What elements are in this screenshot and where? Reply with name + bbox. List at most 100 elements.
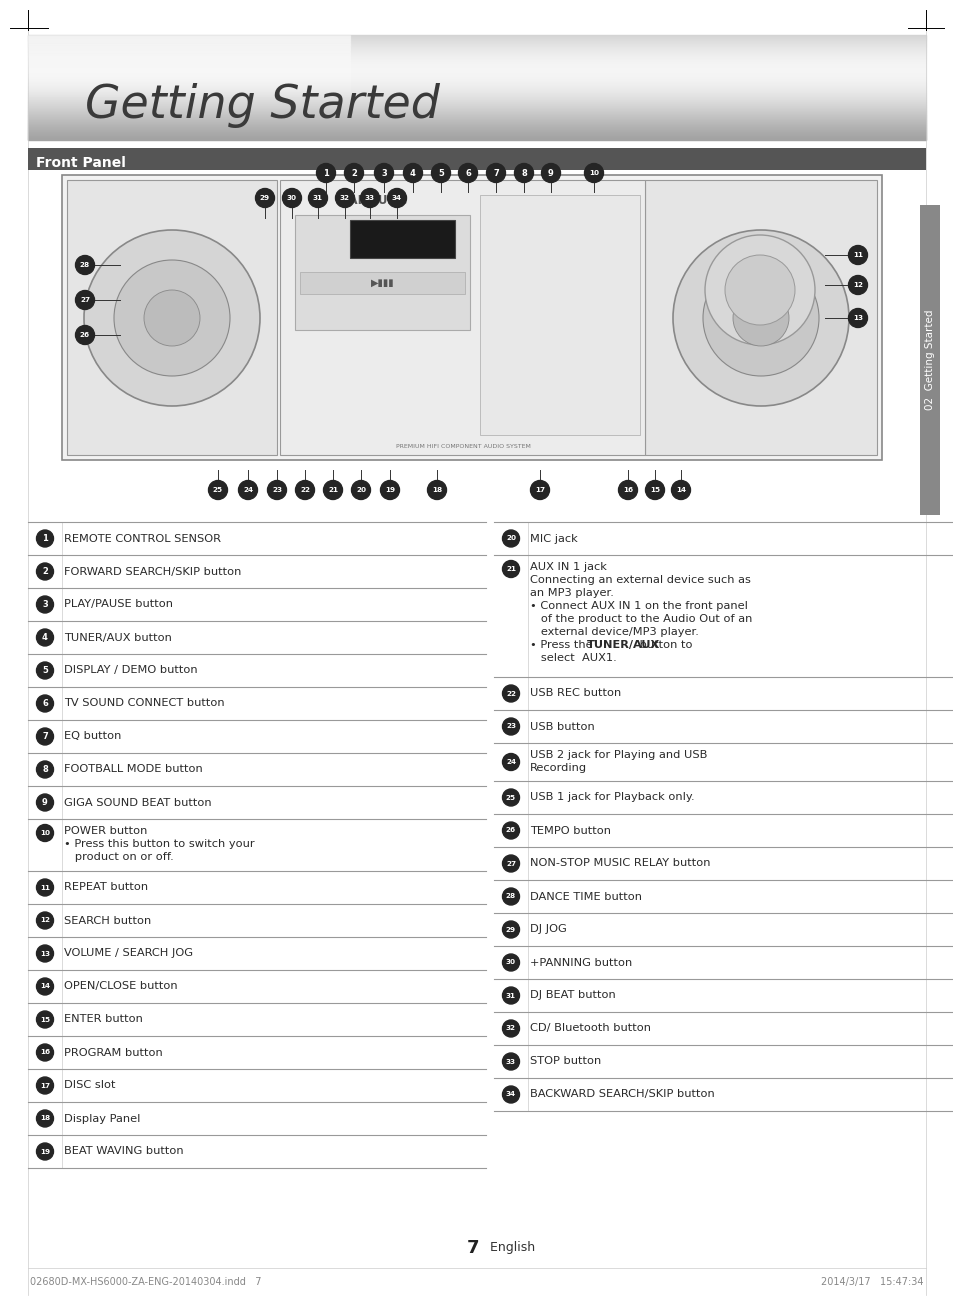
Text: Connecting an external device such as: Connecting an external device such as: [530, 576, 750, 585]
Circle shape: [238, 480, 257, 500]
Text: 34: 34: [392, 194, 401, 201]
Text: 8: 8: [520, 168, 526, 177]
Circle shape: [75, 291, 94, 309]
Circle shape: [36, 1143, 53, 1160]
Text: an MP3 player.: an MP3 player.: [530, 589, 613, 598]
Circle shape: [36, 696, 53, 713]
Circle shape: [36, 793, 53, 810]
Text: BEAT WAVING button: BEAT WAVING button: [64, 1147, 183, 1156]
Circle shape: [541, 163, 560, 183]
Text: 5: 5: [42, 666, 48, 675]
Bar: [67, 180, 276, 455]
Circle shape: [36, 728, 53, 745]
Circle shape: [387, 188, 406, 207]
Text: CD/ Bluetooth button: CD/ Bluetooth button: [530, 1023, 650, 1034]
Circle shape: [75, 325, 94, 345]
Text: 30: 30: [287, 194, 296, 201]
Text: 18: 18: [432, 487, 441, 493]
Text: POWER button: POWER button: [64, 826, 147, 837]
Text: OPEN/CLOSE button: OPEN/CLOSE button: [64, 981, 177, 992]
Circle shape: [403, 163, 422, 183]
Bar: [644, 180, 876, 455]
Text: 24: 24: [505, 760, 516, 765]
Circle shape: [380, 480, 399, 500]
Text: 12: 12: [852, 282, 862, 288]
Text: DISPLAY / DEMO button: DISPLAY / DEMO button: [64, 666, 197, 676]
Text: USB REC button: USB REC button: [530, 689, 620, 698]
Text: 10: 10: [40, 830, 50, 837]
Circle shape: [732, 290, 788, 346]
Text: FOOTBALL MODE button: FOOTBALL MODE button: [64, 765, 203, 774]
Circle shape: [351, 480, 370, 500]
Text: SAMSUNG: SAMSUNG: [339, 194, 407, 207]
Circle shape: [375, 163, 393, 183]
Text: ENTER button: ENTER button: [64, 1014, 143, 1024]
Circle shape: [36, 880, 53, 897]
Text: 30: 30: [505, 959, 516, 966]
Text: TEMPO button: TEMPO button: [530, 826, 610, 835]
Text: 5: 5: [437, 168, 443, 177]
Circle shape: [36, 825, 53, 842]
Text: 21: 21: [328, 487, 337, 493]
Circle shape: [36, 530, 53, 547]
Text: 18: 18: [40, 1116, 50, 1121]
Text: 7: 7: [42, 732, 48, 741]
Text: 25: 25: [505, 795, 516, 800]
Circle shape: [502, 561, 519, 578]
Text: TUNER/AUX: TUNER/AUX: [586, 639, 659, 650]
Circle shape: [502, 855, 519, 872]
Text: VOLUME / SEARCH JOG: VOLUME / SEARCH JOG: [64, 949, 193, 958]
Text: MIC jack: MIC jack: [530, 534, 578, 543]
Text: • Press the: • Press the: [530, 639, 596, 650]
Text: 15: 15: [40, 1017, 50, 1023]
Circle shape: [502, 1053, 519, 1070]
Text: 26: 26: [505, 827, 516, 834]
Text: 20: 20: [355, 487, 366, 493]
Circle shape: [84, 230, 260, 406]
Bar: [479, 194, 639, 435]
Text: 2: 2: [42, 566, 48, 576]
Bar: [350, 221, 455, 258]
Circle shape: [502, 1086, 519, 1103]
Text: 23: 23: [272, 487, 282, 493]
Circle shape: [502, 753, 519, 770]
Circle shape: [502, 718, 519, 735]
Circle shape: [335, 188, 355, 207]
Text: 9: 9: [42, 797, 48, 806]
Circle shape: [847, 308, 866, 328]
Text: 20: 20: [505, 535, 516, 542]
Text: USB button: USB button: [530, 722, 594, 732]
Text: 19: 19: [40, 1148, 50, 1155]
Text: AUX IN 1 jack: AUX IN 1 jack: [530, 562, 606, 572]
Circle shape: [486, 163, 505, 183]
Circle shape: [502, 921, 519, 938]
Circle shape: [847, 245, 866, 265]
Circle shape: [36, 1011, 53, 1028]
Text: Recording: Recording: [530, 763, 586, 773]
Text: 14: 14: [676, 487, 685, 493]
Circle shape: [113, 260, 230, 376]
Text: Display Panel: Display Panel: [64, 1113, 140, 1124]
Text: 7: 7: [493, 168, 498, 177]
Text: 23: 23: [505, 723, 516, 729]
Text: +PANNING button: +PANNING button: [530, 958, 632, 967]
Bar: [294, 215, 470, 330]
Text: PLAY/PAUSE button: PLAY/PAUSE button: [64, 599, 172, 609]
Text: 27: 27: [80, 298, 90, 303]
Text: 16: 16: [622, 487, 633, 493]
Circle shape: [584, 163, 603, 183]
Circle shape: [724, 254, 794, 325]
Circle shape: [502, 987, 519, 1004]
Text: 4: 4: [410, 168, 416, 177]
Circle shape: [360, 188, 379, 207]
Text: button to: button to: [636, 639, 692, 650]
Circle shape: [671, 480, 690, 500]
Text: 33: 33: [365, 194, 375, 201]
Text: 32: 32: [339, 194, 350, 201]
Circle shape: [458, 163, 477, 183]
Circle shape: [36, 662, 53, 679]
Circle shape: [36, 629, 53, 646]
Text: 24: 24: [243, 487, 253, 493]
Text: 17: 17: [40, 1083, 50, 1088]
Text: DJ JOG: DJ JOG: [530, 924, 566, 934]
